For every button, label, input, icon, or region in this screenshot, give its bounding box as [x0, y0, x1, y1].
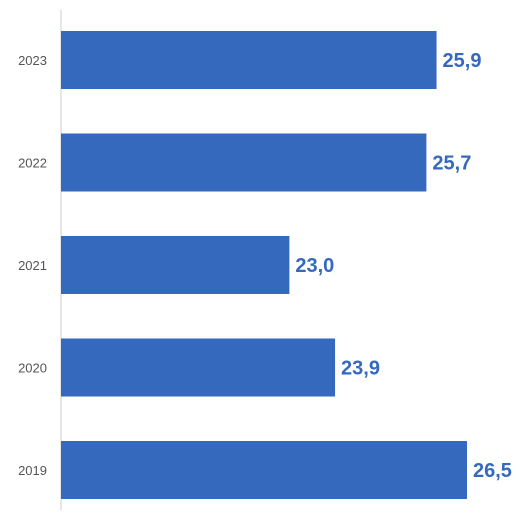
category-label-2021: 2021 [18, 258, 47, 273]
category-label-2019: 2019 [18, 463, 47, 478]
bar-2019 [61, 441, 467, 499]
category-labels: 2023 2022 2021 2020 2019 [18, 53, 47, 478]
category-label-2022: 2022 [18, 156, 47, 171]
value-labels: 25,9 25,7 23,0 23,9 26,5 [295, 50, 512, 482]
value-label-2020: 23,9 [341, 358, 380, 380]
value-label-2021: 23,0 [295, 255, 334, 277]
value-label-2023: 25,9 [443, 50, 482, 72]
bars-group [61, 31, 467, 499]
value-label-2022: 25,7 [432, 153, 471, 175]
bar-2021 [61, 236, 290, 294]
bar-2023 [61, 31, 437, 89]
category-label-2020: 2020 [18, 361, 47, 376]
category-label-2023: 2023 [18, 53, 47, 68]
value-label-2019: 26,5 [473, 460, 512, 482]
bar-2020 [61, 338, 336, 397]
bar-2022 [61, 133, 427, 192]
